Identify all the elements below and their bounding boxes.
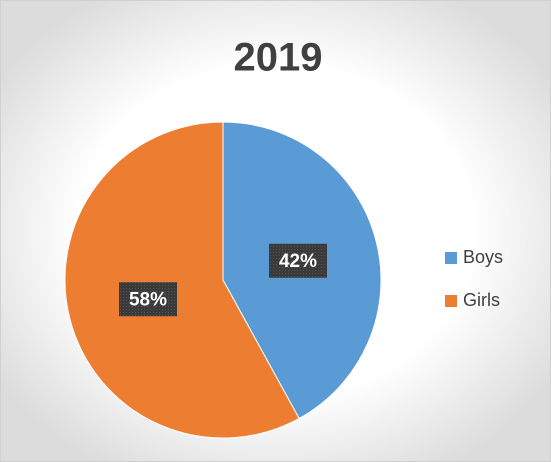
legend-label: Boys — [463, 247, 503, 267]
legend-label: Girls — [463, 290, 500, 310]
data-label-box — [268, 243, 327, 278]
data-label: 58% — [129, 289, 167, 310]
data-label-box — [119, 282, 178, 317]
chart-title: 2019 — [234, 36, 323, 80]
pie-slice — [64, 121, 300, 439]
legend-swatch — [445, 252, 457, 264]
data-label: 42% — [279, 251, 317, 272]
legend-swatch — [445, 295, 457, 307]
